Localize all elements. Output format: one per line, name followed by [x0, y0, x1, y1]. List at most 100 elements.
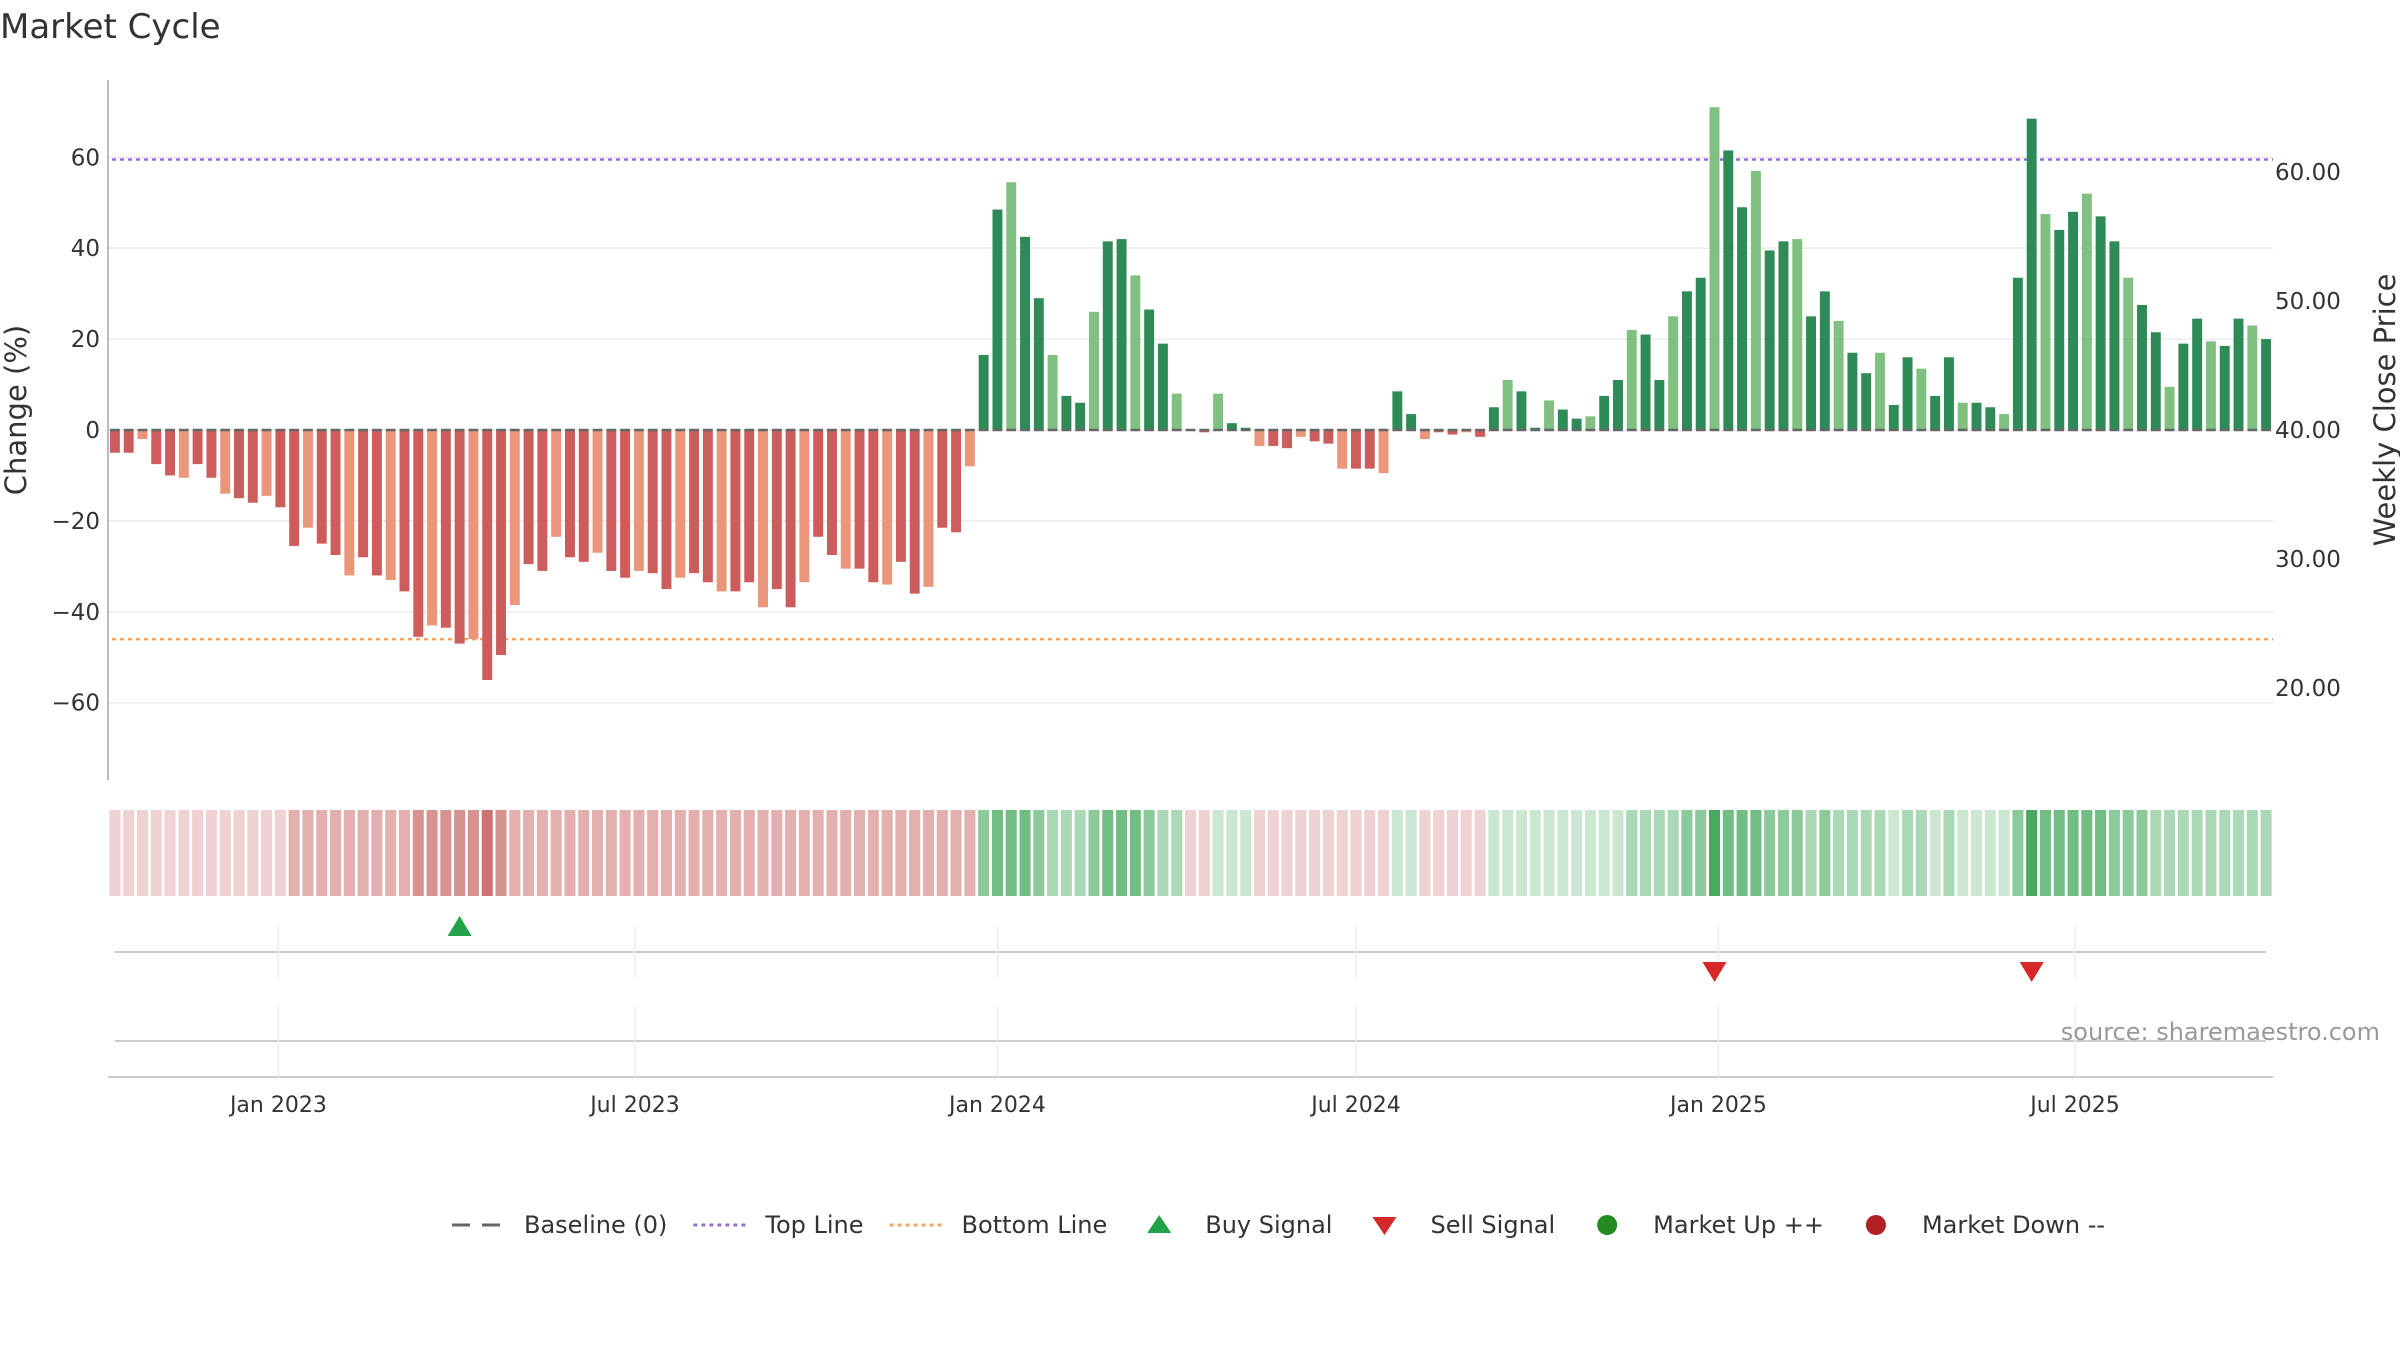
bar: [2095, 216, 2106, 430]
band-cell: [1929, 810, 1941, 896]
bar: [592, 430, 603, 553]
band-cell: [261, 810, 273, 896]
band-cell: [1116, 810, 1128, 896]
bar: [661, 430, 672, 590]
band-cell: [1033, 810, 1045, 896]
band-cell: [922, 810, 935, 896]
bar: [1875, 352, 1885, 430]
bar: [427, 430, 438, 626]
bar: [1282, 430, 1292, 449]
bar: [827, 430, 837, 555]
bar: [799, 430, 810, 583]
band-cell: [467, 810, 479, 896]
band-cell: [412, 810, 424, 896]
bar: [1378, 430, 1389, 474]
legend-item-6: Market Down --: [1865, 1211, 2105, 1239]
bar: [1047, 355, 1058, 430]
bar: [537, 430, 548, 571]
bar: [2261, 339, 2272, 430]
bar: [2012, 277, 2023, 430]
bar: [302, 430, 313, 528]
band-cell: [2108, 810, 2120, 896]
legend-label: Bottom Line: [962, 1211, 1108, 1239]
x-tick-label: Jul 2023: [588, 1093, 680, 1118]
band-cell: [1529, 810, 1541, 896]
band-cell: [2177, 810, 2189, 896]
band-cell: [854, 810, 866, 896]
band-cell: [1695, 810, 1707, 896]
bar: [1916, 368, 1927, 430]
band-cell: [1598, 810, 1610, 896]
legend-label: Baseline (0): [524, 1211, 667, 1239]
bar: [1226, 423, 1237, 430]
bar: [923, 430, 934, 587]
bar: [951, 430, 962, 533]
bar: [344, 430, 355, 576]
bar: [1778, 241, 1789, 430]
bar: [1406, 414, 1417, 430]
band-cell: [1322, 810, 1334, 896]
band-cell: [1281, 810, 1293, 896]
bar: [1557, 409, 1568, 430]
bar: [1819, 291, 1830, 430]
band-cell: [798, 810, 810, 896]
bar: [1364, 430, 1375, 469]
band-cell: [1681, 810, 1693, 896]
y-tick-label: −20: [51, 509, 100, 535]
bar: [1806, 316, 1817, 430]
band-cell: [302, 810, 314, 896]
bar: [1351, 430, 1361, 469]
legend-label: Buy Signal: [1205, 1211, 1332, 1239]
y2-axis-title: Weekly Close Price: [2368, 274, 2400, 547]
band-cell: [398, 810, 410, 896]
legend-item-0: Baseline (0): [452, 1211, 667, 1239]
band-cell: [1722, 810, 1734, 896]
band-cell: [647, 810, 659, 896]
legend-circle-swatch: [1597, 1215, 1618, 1235]
bar: [1419, 430, 1430, 440]
band-cell: [1626, 810, 1638, 896]
band-cell: [247, 810, 259, 896]
y-tick-label: −40: [51, 600, 100, 626]
bar: [578, 430, 589, 562]
bar: [330, 430, 341, 555]
band-cell: [523, 810, 535, 896]
band-cell: [2067, 810, 2079, 896]
band-cell: [2136, 810, 2148, 896]
band-cell: [454, 810, 466, 896]
sell-signal-marker: [1702, 962, 1727, 982]
bar: [1902, 357, 1913, 430]
band-cell: [2233, 810, 2245, 896]
band-cell: [812, 810, 824, 896]
bar: [1033, 298, 1044, 430]
band-cell: [1129, 810, 1141, 896]
band-cell: [357, 810, 369, 896]
band-cell: [936, 810, 948, 896]
band-cell: [109, 810, 121, 896]
bar: [2068, 211, 2079, 430]
bar: [2205, 341, 2216, 430]
band-cell: [1433, 810, 1445, 896]
change-bars: [109, 107, 2272, 680]
bar: [1723, 150, 1734, 430]
band-cell: [674, 810, 686, 896]
bar: [399, 430, 410, 592]
band-cell: [564, 810, 576, 896]
band-cell: [729, 810, 741, 896]
legend-item-4: Sell Signal: [1372, 1211, 1555, 1239]
band-cell: [1943, 810, 1955, 896]
bar: [2164, 386, 2175, 430]
bar: [551, 430, 562, 537]
band-cell: [1502, 810, 1514, 896]
bar: [234, 430, 244, 499]
bar: [1488, 407, 1499, 430]
bar: [1971, 402, 1982, 430]
bar: [1309, 430, 1320, 442]
legend-buy-swatch: [1147, 1215, 1172, 1233]
bar: [192, 430, 203, 465]
bar: [1764, 250, 1775, 430]
bar: [2040, 214, 2051, 430]
band-cell: [1667, 810, 1679, 896]
band-cell: [1446, 810, 1459, 896]
bar: [2233, 318, 2244, 430]
